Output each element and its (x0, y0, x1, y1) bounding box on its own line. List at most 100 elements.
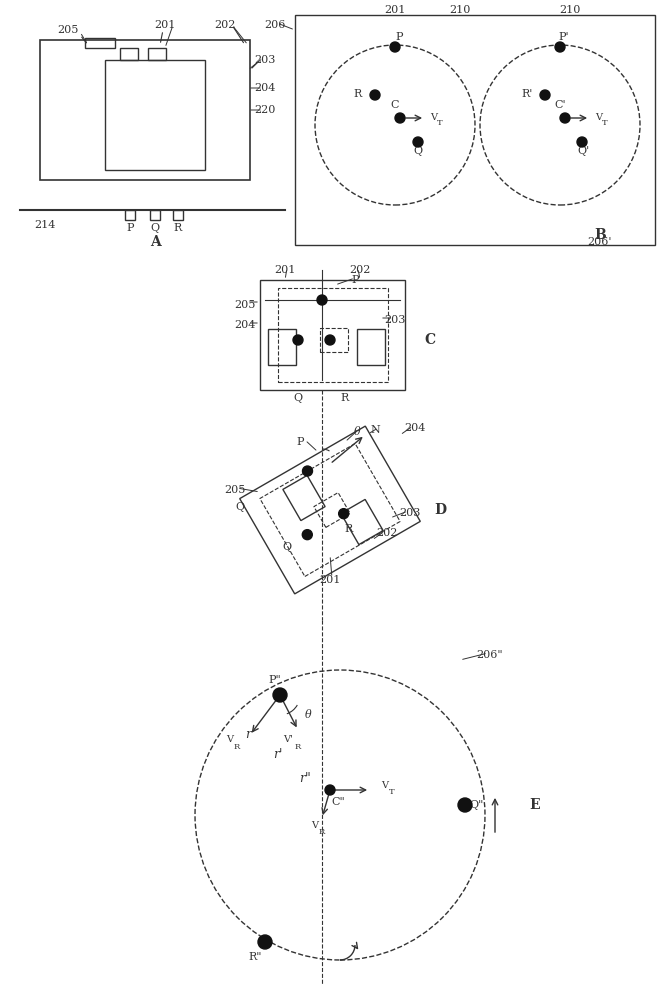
Circle shape (390, 42, 400, 52)
Text: R: R (354, 89, 362, 99)
Text: C": C" (331, 797, 345, 807)
Bar (150, 210, 160, 220)
Text: T: T (437, 119, 443, 127)
Text: P': P' (559, 32, 569, 42)
Circle shape (293, 335, 303, 345)
Text: 210: 210 (559, 5, 581, 15)
Circle shape (303, 530, 312, 540)
Text: Q: Q (283, 542, 292, 552)
Text: 206': 206' (588, 237, 612, 247)
Text: r": r" (299, 772, 311, 784)
Text: P: P (395, 32, 402, 42)
Text: P: P (352, 275, 359, 285)
Text: 201: 201 (154, 20, 175, 30)
Text: θ: θ (354, 427, 360, 437)
Text: P": P" (269, 675, 281, 685)
Bar (40, 40, 250, 180)
Text: E: E (530, 798, 540, 812)
Circle shape (577, 137, 587, 147)
Text: C: C (391, 100, 399, 110)
Circle shape (303, 466, 312, 476)
Text: A: A (150, 235, 160, 249)
Circle shape (555, 42, 565, 52)
Bar (148, 48, 166, 60)
Text: 203: 203 (385, 315, 406, 325)
Text: V: V (595, 113, 602, 122)
Text: Q: Q (150, 223, 160, 233)
Text: 201: 201 (319, 575, 341, 585)
Circle shape (370, 90, 380, 100)
Bar (105, 60, 205, 170)
Text: R": R" (248, 952, 261, 962)
Circle shape (395, 113, 405, 123)
Text: D: D (434, 503, 446, 517)
Text: R': R' (522, 89, 533, 99)
Text: N: N (370, 425, 380, 435)
Text: C: C (424, 333, 436, 347)
Text: R: R (344, 524, 353, 534)
Text: R: R (295, 743, 301, 751)
Text: 205: 205 (224, 485, 246, 495)
Bar (268, 329, 296, 365)
Text: 202: 202 (350, 265, 371, 275)
Text: B: B (594, 228, 606, 242)
Text: 204: 204 (404, 423, 426, 433)
Bar (120, 48, 138, 60)
Text: r': r' (273, 748, 283, 762)
Text: r: r (245, 728, 251, 742)
Circle shape (325, 785, 335, 795)
Text: P: P (126, 223, 134, 233)
Text: 220: 220 (254, 105, 275, 115)
Text: 210: 210 (449, 5, 471, 15)
Circle shape (540, 90, 550, 100)
Text: V: V (430, 113, 437, 122)
Text: θ: θ (305, 710, 311, 720)
Text: T: T (602, 119, 608, 127)
Text: V: V (381, 780, 389, 790)
Text: V: V (312, 820, 318, 830)
Text: 206": 206" (477, 650, 503, 660)
Text: Q: Q (235, 502, 244, 512)
Circle shape (273, 688, 287, 702)
Text: 204: 204 (254, 83, 275, 93)
Text: Q: Q (414, 146, 422, 156)
Bar (85, 38, 115, 48)
Text: 203: 203 (254, 55, 275, 65)
Text: P: P (297, 437, 304, 447)
Text: 206: 206 (264, 20, 286, 30)
Circle shape (413, 137, 423, 147)
Bar (278, 288, 388, 382)
Text: R: R (174, 223, 182, 233)
Circle shape (339, 509, 349, 519)
Text: 204: 204 (234, 320, 256, 330)
Text: 201: 201 (274, 265, 296, 275)
Bar (173, 210, 183, 220)
Bar (260, 280, 405, 390)
Text: V: V (226, 736, 234, 744)
Text: 202: 202 (214, 20, 236, 30)
Text: 203: 203 (399, 508, 420, 518)
Text: R: R (341, 393, 349, 403)
Text: R: R (319, 828, 325, 836)
Circle shape (317, 295, 327, 305)
Text: C': C' (554, 100, 566, 110)
Circle shape (258, 935, 272, 949)
Text: 202: 202 (376, 528, 398, 538)
Text: Q": Q" (470, 800, 484, 810)
Circle shape (560, 113, 570, 123)
Text: 205: 205 (234, 300, 256, 310)
Text: Q': Q' (578, 146, 590, 156)
Bar (295, 15, 655, 245)
Circle shape (458, 798, 472, 812)
Bar (125, 210, 135, 220)
Bar (357, 329, 385, 365)
Text: T: T (389, 788, 395, 796)
Text: 205: 205 (58, 25, 79, 35)
Bar (320, 328, 348, 352)
Text: 214: 214 (34, 220, 56, 230)
Text: Q: Q (293, 393, 303, 403)
Text: V': V' (283, 736, 293, 744)
Text: R: R (234, 743, 240, 751)
Text: 201: 201 (385, 5, 406, 15)
Circle shape (325, 335, 335, 345)
